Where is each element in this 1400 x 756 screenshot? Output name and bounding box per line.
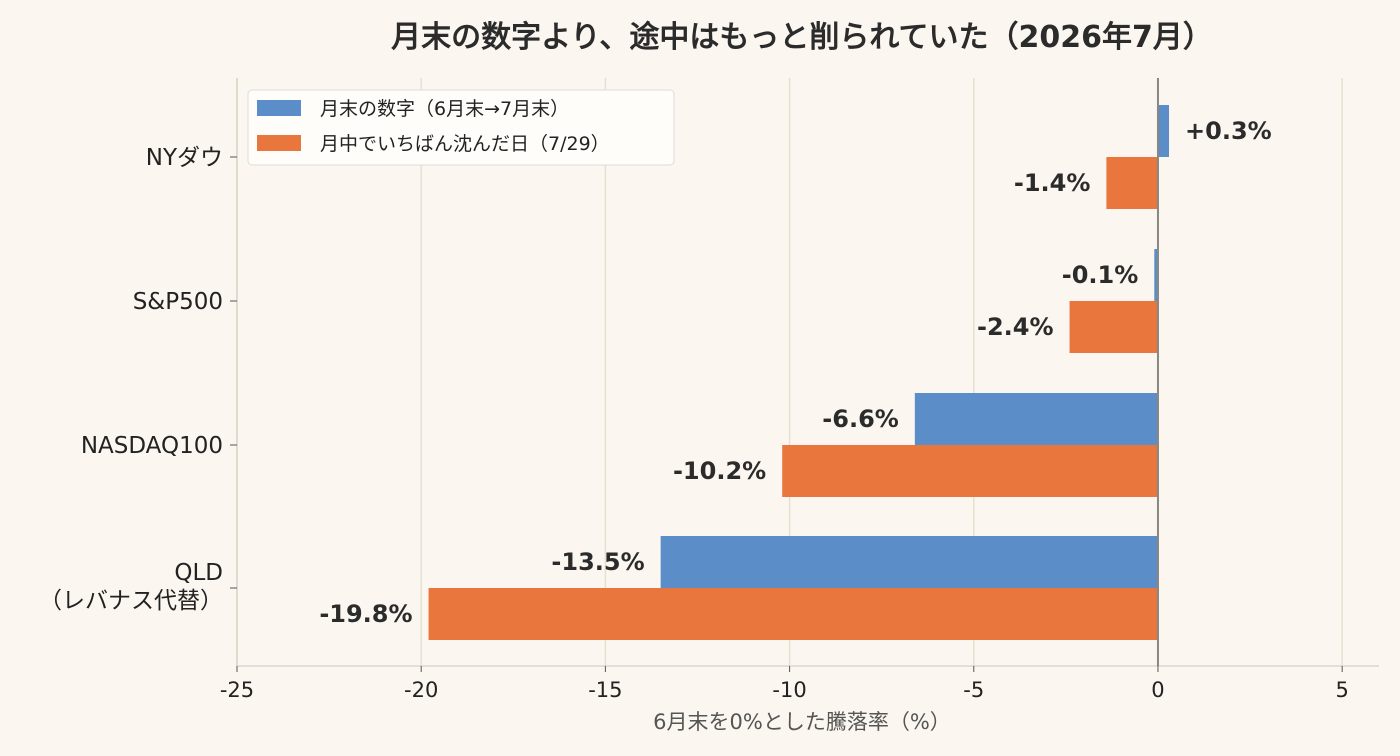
legend-label: 月末の数字（6月末→7月末） [320,98,569,120]
bar [428,588,1158,640]
x-tick-label: 0 [1151,678,1164,702]
legend-swatch [257,100,301,116]
x-tick-label: 5 [1335,678,1348,702]
category-label: QLD [174,560,223,586]
axes [236,78,1379,667]
x-tick-label: -25 [220,678,254,702]
data-label: +0.3% [1185,117,1272,145]
x-tick-label: -20 [404,678,438,702]
x-tick-label: -15 [588,678,622,702]
legend-box [247,89,675,166]
category-label: NYダウ [146,145,223,171]
bar [1154,249,1158,301]
bar [1106,157,1158,209]
data-label: -1.4% [1014,169,1091,197]
data-label: -19.8% [319,600,412,628]
bar [782,445,1158,497]
legend-label: 月中でいちばん沈んだ日（7/29） [320,133,610,155]
bar [1069,301,1158,353]
data-label: -2.4% [977,313,1054,341]
bars [428,105,1170,640]
legend-swatch [257,135,301,151]
data-label: -0.1% [1062,261,1139,289]
data-labels: +0.3% -0.1% -6.6% -13.5% -1.4% -2.4% -10.2% -19… [319,117,1271,628]
bar [1157,105,1170,157]
bar [660,536,1158,588]
legend: 月末の数字（6月末→7月末） 月中でいちばん沈んだ日（7/29） [247,89,675,166]
data-label: -10.2% [673,457,766,485]
x-tick-label: -10 [772,678,806,702]
x-axis-ticks: -25 -20 -15 -10 -5 0 5 [220,666,1349,702]
data-label: -13.5% [551,548,644,576]
bar [914,393,1158,445]
category-label: NASDAQ100 [81,433,223,459]
x-tick-label: -5 [963,678,984,702]
category-label: （レバナス代替） [39,588,223,614]
x-axis-label: 6月末を0%とした騰落率（%） [653,710,951,734]
data-label: -6.6% [822,405,899,433]
category-label: S&P500 [133,289,223,315]
chart-title: 月末の数字より、途中はもっと削られていた（2026年7月） [391,20,1213,55]
y-axis-ticks: NYダウ S&P500 NASDAQ100 QLD（レバナス代替） [39,145,237,614]
